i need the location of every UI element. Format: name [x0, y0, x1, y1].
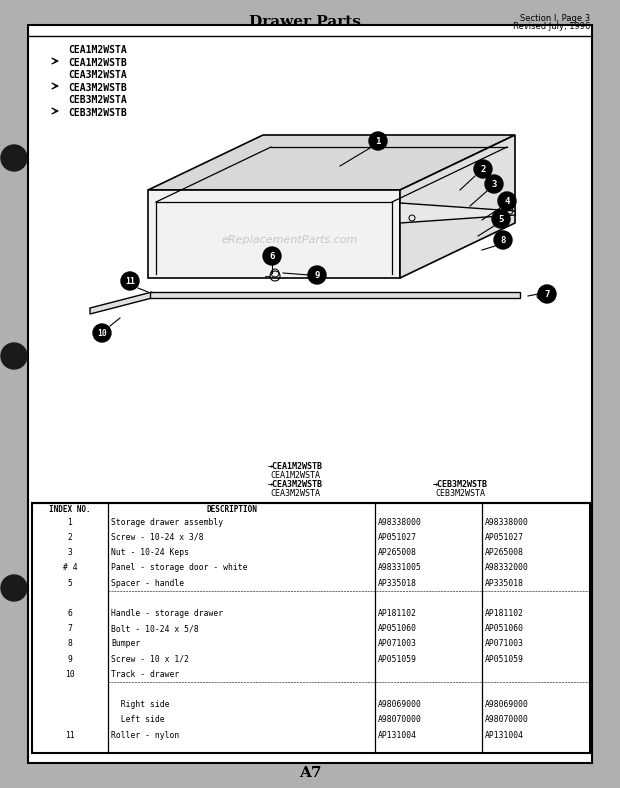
- Text: CEA1M2WSTA: CEA1M2WSTA: [68, 45, 126, 55]
- Text: AP051027: AP051027: [485, 533, 524, 542]
- Circle shape: [93, 324, 111, 342]
- Text: AP131004: AP131004: [485, 730, 524, 739]
- Text: Right side: Right side: [111, 700, 169, 709]
- Text: 5: 5: [498, 214, 503, 224]
- Text: CEB3M2WSTA: CEB3M2WSTA: [68, 95, 126, 105]
- Text: CEA3M2WSTA: CEA3M2WSTA: [270, 489, 320, 497]
- Circle shape: [308, 266, 326, 284]
- Text: CEB3M2WSTA: CEB3M2WSTA: [435, 489, 485, 497]
- Text: 11: 11: [125, 277, 135, 285]
- Text: # 4: # 4: [63, 563, 78, 572]
- Text: 8: 8: [500, 236, 506, 244]
- Text: Track - drawer: Track - drawer: [111, 670, 179, 678]
- Text: AP051027: AP051027: [378, 533, 417, 542]
- Circle shape: [1, 343, 27, 369]
- Polygon shape: [148, 190, 400, 278]
- Text: CEA3M2WSTB: CEA3M2WSTB: [68, 83, 126, 92]
- Text: A98331005: A98331005: [378, 563, 422, 572]
- Text: 7: 7: [68, 624, 73, 633]
- Text: 5: 5: [68, 578, 73, 588]
- Text: A98338000: A98338000: [485, 518, 529, 526]
- Text: →CEB3M2WSTB: →CEB3M2WSTB: [433, 480, 487, 489]
- Text: 3: 3: [68, 548, 73, 557]
- Circle shape: [498, 192, 516, 210]
- Text: 1: 1: [68, 518, 73, 526]
- Text: 2: 2: [480, 165, 485, 173]
- Polygon shape: [400, 135, 515, 278]
- Polygon shape: [400, 203, 515, 223]
- Text: AP181102: AP181102: [485, 609, 524, 618]
- Text: Screw - 10-24 x 3/8: Screw - 10-24 x 3/8: [111, 533, 203, 542]
- Text: Drawer Parts: Drawer Parts: [249, 15, 361, 29]
- Polygon shape: [150, 292, 520, 298]
- Text: 9: 9: [68, 655, 73, 663]
- Circle shape: [1, 145, 27, 171]
- Text: 11: 11: [65, 730, 75, 739]
- Text: A98069000: A98069000: [485, 700, 529, 709]
- Text: 6: 6: [68, 609, 73, 618]
- Text: 9: 9: [314, 270, 320, 280]
- Text: 2: 2: [68, 533, 73, 542]
- Text: Bolt - 10-24 x 5/8: Bolt - 10-24 x 5/8: [111, 624, 199, 633]
- Text: A98070000: A98070000: [378, 716, 422, 724]
- Text: Revised July, 1996: Revised July, 1996: [513, 21, 590, 31]
- Circle shape: [485, 175, 503, 193]
- Text: Section I, Page 3: Section I, Page 3: [520, 13, 590, 23]
- Text: 1: 1: [375, 136, 381, 146]
- Text: INDEX NO.: INDEX NO.: [49, 504, 91, 514]
- Text: →CEA3M2WSTB: →CEA3M2WSTB: [267, 480, 322, 489]
- Text: 8: 8: [68, 639, 73, 649]
- Text: 4: 4: [504, 196, 510, 206]
- Text: A7: A7: [299, 766, 321, 780]
- Text: AP335018: AP335018: [485, 578, 524, 588]
- Text: 10: 10: [65, 670, 75, 678]
- Circle shape: [474, 160, 492, 178]
- Text: Roller - nylon: Roller - nylon: [111, 730, 179, 739]
- Text: Spacer - handle: Spacer - handle: [111, 578, 184, 588]
- Bar: [32, 503, 590, 753]
- Text: AP051060: AP051060: [378, 624, 417, 633]
- Text: →CEA1M2WSTB: →CEA1M2WSTB: [267, 462, 322, 470]
- Text: Storage drawer assembly: Storage drawer assembly: [111, 518, 223, 526]
- Text: A98069000: A98069000: [378, 700, 422, 709]
- Text: A98338000: A98338000: [378, 518, 422, 526]
- Circle shape: [121, 272, 139, 290]
- Text: Left side: Left side: [111, 716, 165, 724]
- Text: Panel - storage door - white: Panel - storage door - white: [111, 563, 247, 572]
- Text: AP051060: AP051060: [485, 624, 524, 633]
- Circle shape: [492, 210, 510, 228]
- Text: CEA1M2WSTA: CEA1M2WSTA: [270, 470, 320, 480]
- Text: AP051059: AP051059: [485, 655, 524, 663]
- Text: AP071003: AP071003: [485, 639, 524, 649]
- Text: eReplacementParts.com: eReplacementParts.com: [222, 235, 358, 245]
- Text: DESCRIPTION: DESCRIPTION: [206, 504, 257, 514]
- Text: 7: 7: [544, 289, 550, 299]
- Text: 3: 3: [491, 180, 497, 188]
- Polygon shape: [90, 292, 152, 314]
- Text: AP265008: AP265008: [485, 548, 524, 557]
- Circle shape: [494, 231, 512, 249]
- Text: AP131004: AP131004: [378, 730, 417, 739]
- Text: A98332000: A98332000: [485, 563, 529, 572]
- Circle shape: [538, 285, 556, 303]
- Text: Screw - 10 x 1/2: Screw - 10 x 1/2: [111, 655, 189, 663]
- Circle shape: [1, 575, 27, 601]
- Circle shape: [263, 247, 281, 265]
- Text: AP335018: AP335018: [378, 578, 417, 588]
- Text: 10: 10: [97, 329, 107, 337]
- Text: A98070000: A98070000: [485, 716, 529, 724]
- Text: CEB3M2WSTB: CEB3M2WSTB: [68, 107, 126, 117]
- Text: AP181102: AP181102: [378, 609, 417, 618]
- Text: 6: 6: [269, 251, 275, 261]
- Text: CEA1M2WSTB: CEA1M2WSTB: [68, 58, 126, 68]
- Text: AP051059: AP051059: [378, 655, 417, 663]
- Text: CEA3M2WSTA: CEA3M2WSTA: [68, 70, 126, 80]
- Text: AP071003: AP071003: [378, 639, 417, 649]
- Text: Handle - storage drawer: Handle - storage drawer: [111, 609, 223, 618]
- Polygon shape: [148, 135, 515, 190]
- Text: Nut - 10-24 Keps: Nut - 10-24 Keps: [111, 548, 189, 557]
- Text: AP265008: AP265008: [378, 548, 417, 557]
- Circle shape: [369, 132, 387, 150]
- Text: Bumper: Bumper: [111, 639, 140, 649]
